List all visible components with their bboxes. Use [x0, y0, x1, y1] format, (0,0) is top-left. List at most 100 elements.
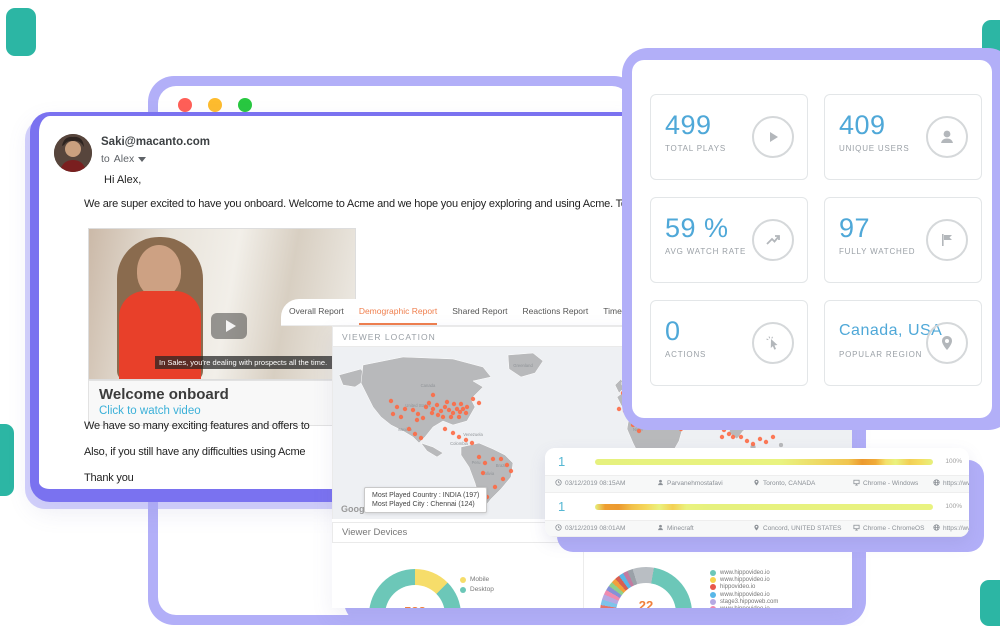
traffic-light-close[interactable] [178, 98, 192, 112]
recipient-dropdown-icon[interactable] [138, 156, 147, 162]
stat-value: 409 [839, 110, 886, 140]
stat-value: 499 [665, 110, 712, 140]
viewer-location-dot [726, 431, 732, 437]
tab-demographic-report[interactable]: Demographic Report [358, 299, 438, 325]
detail-text: Minecraft [667, 524, 694, 532]
viewer-location-dot [480, 470, 486, 476]
tooltip-country: Most Played Country : INDIA (197) [372, 492, 480, 499]
session-detail: 03/12/2019 08:01AM Minecraft Concord, UNIT… [545, 519, 969, 537]
table-row[interactable]: 1 100% 03/12/2019 08:01AM Minecraft Concord,… [545, 492, 969, 537]
to-label: to [101, 153, 110, 165]
map-country-label: Venezuela [463, 432, 483, 437]
viewer-location-dot [508, 468, 514, 474]
session-index: 1 [558, 498, 566, 514]
recipient-name: Alex [113, 153, 135, 165]
unique-source-count: 22 [638, 598, 654, 608]
legend-label: stage3.hippoweb.com [720, 598, 779, 605]
session-url: https://www.hippovideo.io/... [933, 524, 969, 533]
watch-video-link[interactable]: Click to watch video [99, 405, 201, 417]
watch-percent: 100% [945, 502, 962, 510]
viewer-devices-donut[interactable]: 532 PLAYS [369, 569, 461, 608]
teal-corner-shape [0, 424, 14, 496]
watch-heatmap-bar [595, 459, 933, 465]
viewer-location-dot [448, 414, 454, 420]
map-country-label: Canada [421, 383, 436, 388]
viewer-location-dot [426, 400, 432, 406]
viewer-location-dot [406, 426, 412, 432]
play-icon [752, 116, 794, 158]
viewer-location-dot [470, 396, 476, 402]
detail-text: Toronto, CANADA [763, 480, 816, 488]
play-button-icon[interactable] [211, 313, 248, 339]
viewer-location-dot [454, 406, 460, 412]
stat-label: UNIQUE USERS [839, 144, 910, 153]
sender-avatar [54, 134, 92, 172]
stat-label: FULLY WATCHED [839, 247, 916, 256]
unique-source-donut[interactable]: 22 UNIQUE SOURCE [600, 567, 692, 608]
viewer-location-dot [719, 434, 725, 440]
stat-label: AVG WATCH RATE [665, 247, 747, 256]
pin-icon [926, 322, 968, 364]
sender-email: Saki@macanto.com [101, 136, 211, 148]
user-icon [657, 524, 664, 533]
legend-item-www-hippovideo-io: www.hippovideo.io [710, 577, 778, 584]
legend-item-www-hippovideo-io: www.hippovideo.io [710, 570, 778, 576]
legend-color-dot [710, 570, 716, 576]
sessions-table: 1 100% 03/12/2019 08:15AM Parvanehmostafavi… [545, 448, 969, 537]
viewer-location-dot [430, 392, 436, 398]
session-user: Minecraft [657, 524, 753, 533]
legend-item-www-hippovideo-io: www.hippovideo.io [710, 591, 778, 598]
sources-legend: www.hippovideo.io www.hippovideo.io hippov… [710, 570, 778, 608]
trend-icon [752, 219, 794, 261]
tab-reactions-report[interactable]: Reactions Report [522, 306, 589, 316]
viewer-location-dot [440, 414, 446, 420]
legend-item-stage3-hippoweb-com: stage3.hippoweb.com [710, 598, 779, 605]
traffic-light-minimize[interactable] [208, 98, 222, 112]
legend-item-hippovideo-io: hippovideo.io [710, 584, 778, 591]
viewer-location-dot [423, 404, 429, 410]
tab-overall-report[interactable]: Overall Report [289, 306, 344, 316]
viewer-location-dot [456, 434, 462, 440]
watch-percent: 100% [945, 458, 962, 465]
plays-count: 532 [404, 604, 426, 609]
legend-color-dot [710, 584, 716, 591]
tab-shared-report[interactable]: Shared Report [452, 306, 508, 316]
map-country-label: Peru [472, 460, 482, 465]
session-progress: 1 100% [545, 448, 969, 475]
legend-color-dot [710, 577, 716, 584]
viewer-location-dot [457, 409, 463, 415]
detail-text: Chrome - Windows [863, 480, 919, 488]
clock-icon [555, 524, 562, 533]
stat-label: POPULAR REGION [839, 350, 923, 359]
viewer-location-dot [429, 410, 435, 416]
session-url: https://www.hippovideo.io/... [933, 479, 969, 488]
video-caption: In Sales, you're dealing with prospects … [155, 356, 355, 369]
table-row[interactable]: 1 100% 03/12/2019 08:15AM Parvanehmostafavi… [545, 448, 969, 493]
viewer-location-dot [434, 402, 440, 408]
charts-row: 532 PLAYS Mobile Desktop 22 UNIQUE SOURCE… [332, 543, 852, 608]
devices-legend: Mobile Desktop [460, 576, 494, 596]
tooltip-city: Most Played City : Chennai (124) [372, 501, 475, 508]
viewer-location-dot [458, 401, 464, 407]
session-location: Toronto, CANADA [753, 479, 853, 488]
viewer-location-dot [450, 410, 456, 416]
viewer-location-dot [730, 434, 736, 440]
viewer-location-dot [390, 411, 396, 417]
traffic-light-zoom[interactable] [238, 98, 252, 112]
stat-value: 97 [839, 213, 871, 243]
viewer-location-dot [500, 476, 506, 482]
viewer-location-dot [744, 438, 750, 444]
section-divider [583, 543, 584, 608]
viewer-location-dot [636, 428, 642, 434]
viewer-location-title: VIEWER LOCATION [342, 331, 436, 342]
viewer-location-dot [469, 440, 475, 446]
legend-label: Desktop [470, 586, 494, 593]
viewer-location-dot [482, 460, 488, 466]
map-tooltip: Most Played Country : INDIA (197) Most P… [364, 487, 488, 513]
legend-label: www.hippovideo.io [720, 570, 770, 576]
viewer-location-dot [476, 454, 482, 460]
legend-label: www.hippovideo.io [720, 606, 770, 608]
legend-item-www-hippovideo-io: www.hippovideo.io [710, 605, 778, 608]
recipient-line[interactable]: to Alex [101, 153, 147, 165]
viewer-location-dot [402, 406, 408, 412]
